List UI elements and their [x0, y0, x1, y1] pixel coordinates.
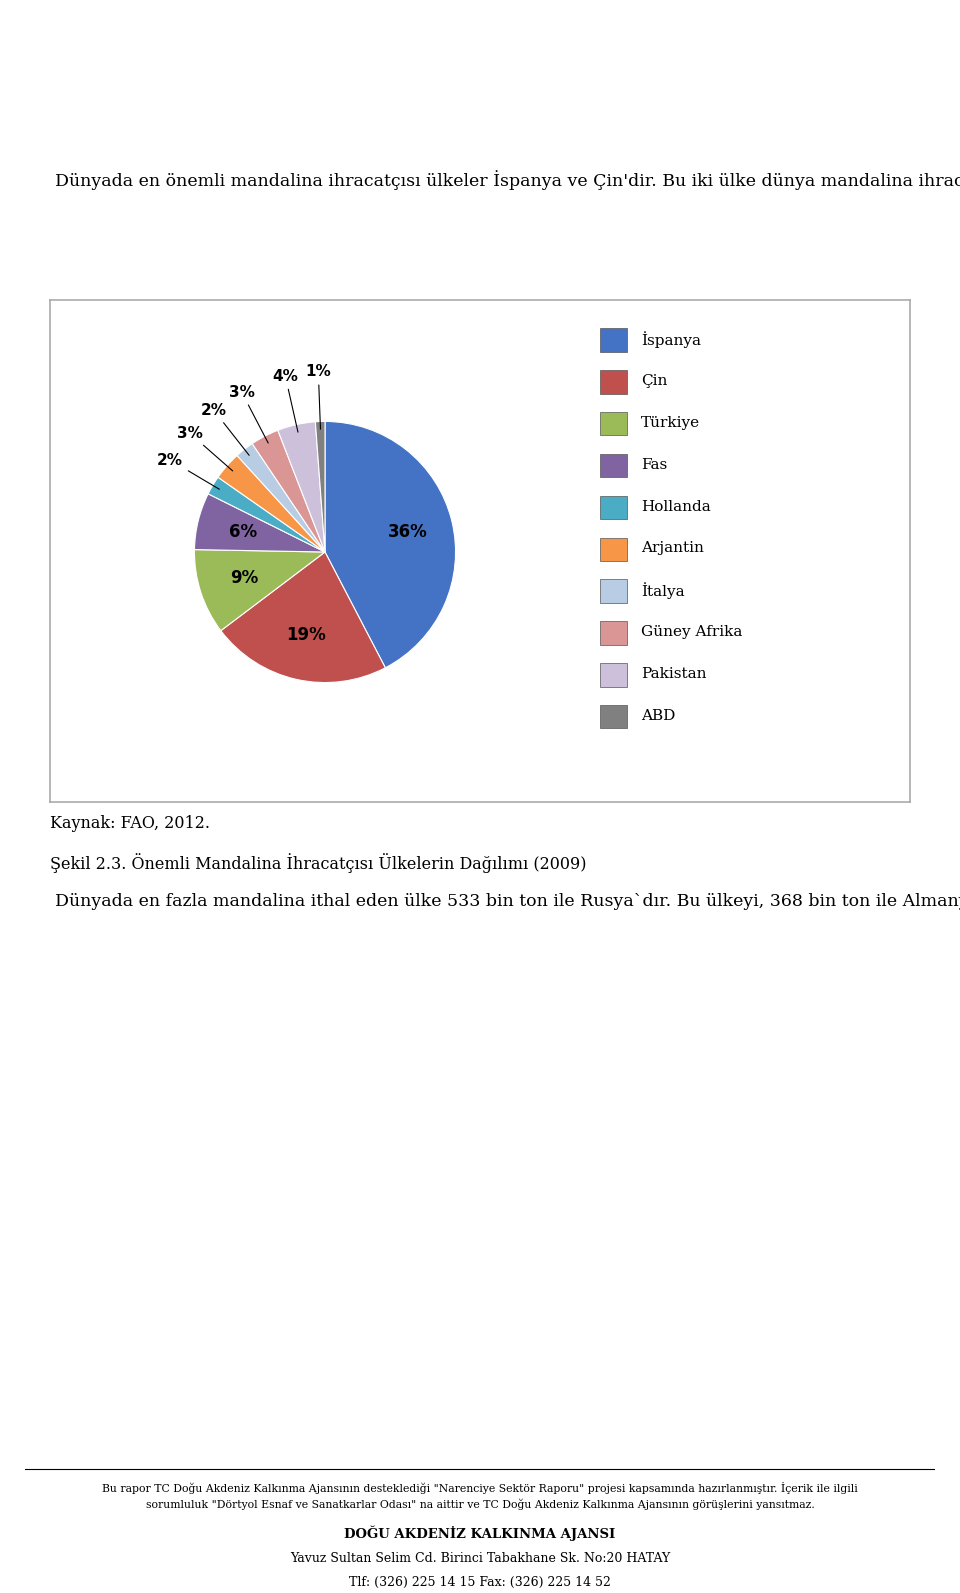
- Wedge shape: [218, 456, 325, 553]
- Text: 1%: 1%: [305, 365, 331, 429]
- Text: 2%: 2%: [201, 403, 250, 456]
- FancyBboxPatch shape: [600, 537, 627, 561]
- Text: Türkiye: Türkiye: [641, 416, 701, 430]
- FancyBboxPatch shape: [600, 328, 627, 352]
- Text: Çin: Çin: [641, 374, 667, 389]
- Text: 6%: 6%: [228, 523, 256, 540]
- FancyBboxPatch shape: [600, 706, 627, 728]
- Wedge shape: [237, 443, 325, 553]
- Text: Tlf: (326) 225 14 15 Fax: (326) 225 14 52: Tlf: (326) 225 14 15 Fax: (326) 225 14 5…: [349, 1575, 611, 1588]
- Text: Şekil 2.3. Önemli Mandalina İhracatçısı Ülkelerin Dağılımı (2009): Şekil 2.3. Önemli Mandalina İhracatçısı …: [50, 852, 587, 873]
- Text: 2%: 2%: [157, 452, 219, 489]
- Text: 4%: 4%: [273, 368, 299, 432]
- Wedge shape: [208, 478, 325, 553]
- FancyBboxPatch shape: [600, 580, 627, 602]
- Text: Yavuz Sultan Selim Cd. Birinci Tabakhane Sk. No:20 HATAY: Yavuz Sultan Selim Cd. Birinci Tabakhane…: [290, 1552, 670, 1564]
- FancyBboxPatch shape: [600, 454, 627, 478]
- Text: Pakistan: Pakistan: [641, 667, 707, 680]
- Text: Dünyada en önemli mandalina ihracatçısı ülkeler İspanya ve Çin'dir. Bu iki ülke : Dünyada en önemli mandalina ihracatçısı …: [55, 170, 960, 190]
- Wedge shape: [315, 422, 325, 553]
- Wedge shape: [252, 430, 325, 553]
- Wedge shape: [221, 553, 385, 682]
- Text: Dünyada en fazla mandalina ithal eden ülke 533 bin ton ile Rusya`dır. Bu ülkeyi,: Dünyada en fazla mandalina ithal eden ül…: [55, 890, 960, 910]
- Text: Hollanda: Hollanda: [641, 500, 711, 513]
- Text: 3%: 3%: [228, 386, 268, 443]
- Text: ABD: ABD: [641, 709, 676, 723]
- Text: DOĞU AKDENİZ KALKINMA AJANSI: DOĞU AKDENİZ KALKINMA AJANSI: [345, 1526, 615, 1540]
- Text: Arjantin: Arjantin: [641, 542, 705, 556]
- Wedge shape: [325, 422, 456, 667]
- FancyBboxPatch shape: [600, 663, 627, 687]
- FancyBboxPatch shape: [600, 413, 627, 435]
- FancyBboxPatch shape: [600, 370, 627, 393]
- Text: Fas: Fas: [641, 457, 667, 472]
- Text: İspanya: İspanya: [641, 331, 702, 347]
- Text: İtalya: İtalya: [641, 581, 684, 599]
- FancyBboxPatch shape: [600, 621, 627, 645]
- Text: Kaynak: FAO, 2012.: Kaynak: FAO, 2012.: [50, 816, 210, 832]
- Wedge shape: [195, 550, 325, 631]
- Text: 19%: 19%: [286, 626, 326, 644]
- Text: 36%: 36%: [388, 523, 427, 540]
- Wedge shape: [195, 494, 325, 553]
- FancyBboxPatch shape: [600, 495, 627, 519]
- Text: Bu rapor TC Doğu Akdeniz Kalkınma Ajansının desteklediği "Narenciye Sektör Rapor: Bu rapor TC Doğu Akdeniz Kalkınma Ajansı…: [102, 1483, 858, 1510]
- Wedge shape: [277, 422, 325, 553]
- Text: Güney Afrika: Güney Afrika: [641, 624, 743, 639]
- Text: 9%: 9%: [230, 569, 258, 588]
- Text: 3%: 3%: [177, 425, 232, 472]
